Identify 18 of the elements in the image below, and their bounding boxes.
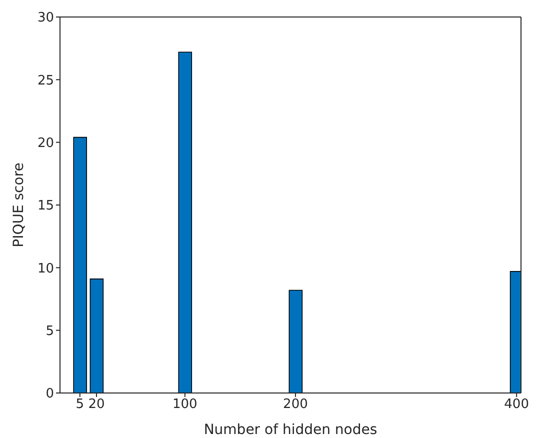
bar: [178, 52, 192, 393]
y-tick-label: 25: [37, 73, 54, 88]
x-tick-label: 200: [283, 397, 308, 412]
y-tick-label: 0: [46, 386, 54, 402]
y-tick-label: 20: [37, 136, 54, 151]
x-tick-label: 100: [172, 397, 198, 412]
x-tick-label: 20: [88, 397, 105, 412]
y-tick-label: 15: [37, 198, 54, 214]
bar: [73, 136, 88, 393]
x-axis-title: Number of hidden nodes: [204, 422, 378, 438]
y-axis-title: PIQUE score: [10, 162, 27, 248]
bar: [90, 278, 104, 393]
y-tick-label: 30: [37, 10, 54, 26]
x-tick-label: 400: [504, 397, 529, 412]
x-tick-label: 5: [76, 397, 84, 412]
y-tick-label: 10: [37, 261, 54, 276]
bar: [288, 290, 303, 393]
y-tick-label: 5: [46, 324, 54, 339]
